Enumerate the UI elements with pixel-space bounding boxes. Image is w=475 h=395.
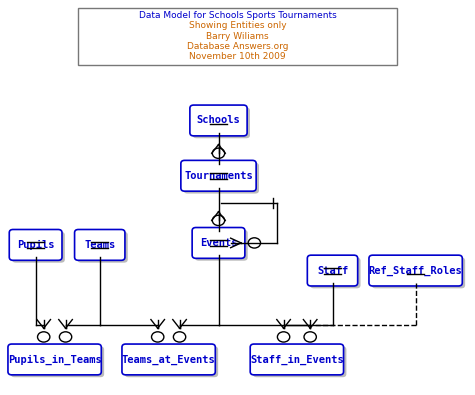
FancyBboxPatch shape — [369, 255, 462, 286]
Text: Events: Events — [200, 238, 237, 248]
Text: Schools: Schools — [197, 115, 240, 126]
Text: Data Model for Schools Sports Tournaments: Data Model for Schools Sports Tournament… — [139, 11, 336, 20]
FancyBboxPatch shape — [75, 229, 125, 260]
FancyBboxPatch shape — [8, 344, 101, 375]
FancyBboxPatch shape — [122, 344, 215, 375]
Text: November 10th 2009: November 10th 2009 — [189, 53, 286, 61]
FancyBboxPatch shape — [193, 107, 250, 138]
Text: Showing Entities only: Showing Entities only — [189, 21, 286, 30]
FancyBboxPatch shape — [250, 344, 343, 375]
Text: Barry Wiliams: Barry Wiliams — [206, 32, 269, 41]
FancyBboxPatch shape — [125, 346, 218, 377]
FancyBboxPatch shape — [9, 229, 62, 260]
Text: Teams_at_Events: Teams_at_Events — [122, 354, 216, 365]
Text: Pupils: Pupils — [17, 240, 54, 250]
Text: Staff: Staff — [317, 265, 348, 276]
Text: Tournaments: Tournaments — [184, 171, 253, 181]
Text: Ref_Staff_Roles: Ref_Staff_Roles — [369, 265, 463, 276]
FancyBboxPatch shape — [77, 232, 128, 263]
FancyBboxPatch shape — [11, 346, 104, 377]
Text: Teams: Teams — [84, 240, 115, 250]
FancyBboxPatch shape — [192, 228, 245, 258]
Text: Staff_in_Events: Staff_in_Events — [250, 354, 344, 365]
FancyBboxPatch shape — [372, 258, 465, 288]
FancyBboxPatch shape — [310, 258, 361, 288]
FancyBboxPatch shape — [307, 255, 358, 286]
FancyBboxPatch shape — [181, 160, 256, 191]
FancyBboxPatch shape — [190, 105, 247, 136]
FancyBboxPatch shape — [184, 163, 259, 194]
FancyBboxPatch shape — [195, 230, 248, 261]
Text: Database Answers.org: Database Answers.org — [187, 42, 288, 51]
Text: Pupils_in_Teams: Pupils_in_Teams — [8, 354, 102, 365]
FancyBboxPatch shape — [78, 8, 397, 65]
FancyBboxPatch shape — [12, 232, 65, 263]
FancyBboxPatch shape — [253, 346, 346, 377]
